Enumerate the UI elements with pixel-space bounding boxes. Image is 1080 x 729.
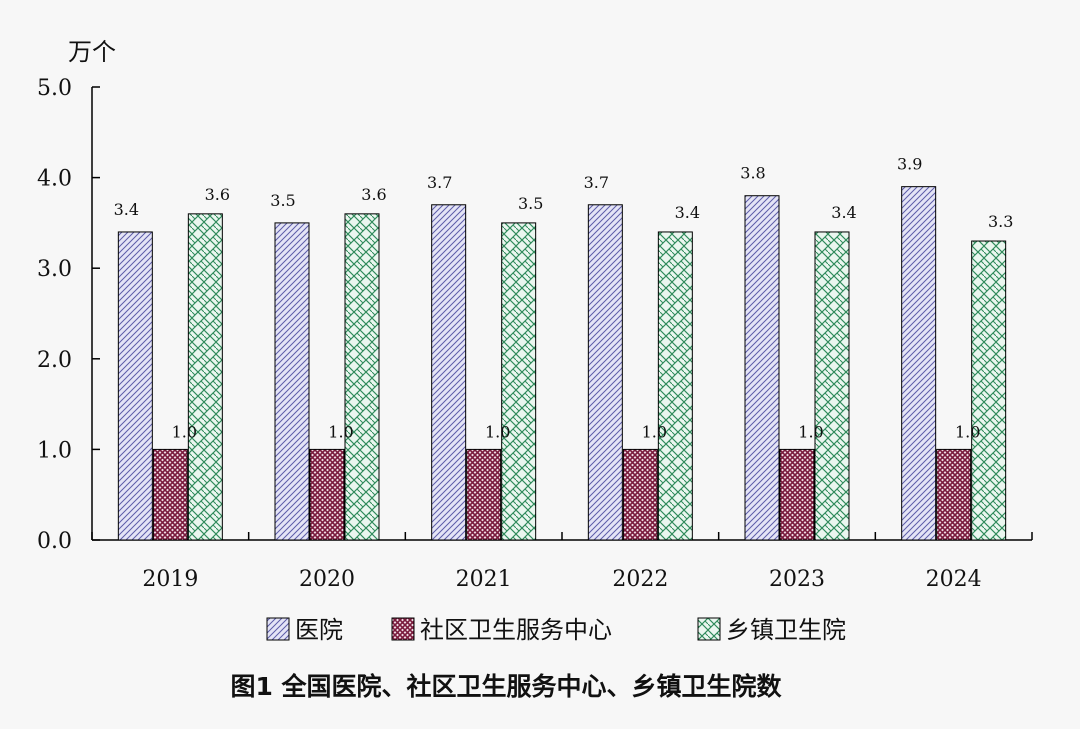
y-tick-label: 3.0: [37, 257, 72, 282]
bar-1: [587, 204, 623, 541]
y-tick-label: 2.0: [37, 348, 72, 373]
data-label: 1.0: [328, 422, 353, 441]
y-axis-unit-label: 万个: [68, 38, 116, 66]
bar-2: [779, 448, 815, 541]
bar-3: [814, 231, 850, 541]
legend-swatch: [266, 617, 290, 641]
bar-1: [744, 195, 780, 541]
legend: 医院 社区卫生服务中心 乡镇卫生院: [266, 616, 846, 644]
data-label: 3.6: [205, 185, 230, 204]
data-label: 1.0: [485, 422, 510, 441]
data-label: 3.4: [675, 203, 700, 222]
y-tick-label: 4.0: [37, 167, 72, 192]
legend-swatch: [391, 617, 415, 641]
legend-swatch: [697, 617, 721, 641]
x-tick-label: 2019: [142, 567, 198, 592]
data-label: 1.0: [955, 422, 980, 441]
x-tick-label: 2024: [926, 567, 982, 592]
y-tick-label: 0.0: [37, 529, 72, 554]
bar-2: [309, 448, 345, 541]
legend-label: 社区卫生服务中心: [420, 616, 612, 644]
data-label: 3.5: [518, 194, 543, 213]
data-label: 3.4: [114, 200, 139, 219]
y-tick-label: 5.0: [37, 76, 72, 101]
x-tick-label: 2020: [299, 567, 355, 592]
bar-2: [936, 448, 972, 541]
data-label: 1.0: [642, 422, 667, 441]
bar-3: [344, 213, 380, 541]
x-axis: 2019 2020 2021 2022 2023 2024: [91, 532, 1033, 592]
bar-1: [901, 186, 937, 541]
y-tick-label: 1.0: [37, 438, 72, 463]
bar-3: [187, 213, 223, 541]
bar-1: [117, 231, 153, 541]
bar-3: [971, 240, 1007, 541]
data-label: 3.6: [361, 185, 386, 204]
y-axis: 0.0 1.0 2.0 3.0 4.0 5.0: [37, 76, 100, 554]
bar-2: [622, 448, 658, 541]
chart-title: 图1 全国医院、社区卫生服务中心、乡镇卫生院数: [230, 672, 782, 701]
x-tick-label: 2022: [612, 567, 668, 592]
data-label: 3.4: [831, 203, 856, 222]
bar-series: [117, 186, 1007, 541]
data-label: 3.5: [270, 191, 295, 210]
x-tick-label: 2021: [456, 567, 512, 592]
data-label: 1.0: [172, 422, 197, 441]
data-labels: 3.4 3.5 3.7 3.7 3.8 3.9 1.0 1.0 1.0 1.0 1.0 1.0 3.6 3…: [114, 155, 1014, 442]
data-label: 3.8: [740, 164, 765, 183]
data-label: 3.3: [988, 212, 1013, 231]
bar-1: [274, 222, 310, 541]
data-label: 3.7: [427, 173, 452, 192]
legend-label: 乡镇卫生院: [726, 616, 846, 644]
data-label: 3.7: [584, 173, 609, 192]
bar-1: [431, 204, 467, 541]
bar-3: [657, 231, 693, 541]
bar-2: [466, 448, 502, 541]
bar-2: [152, 448, 188, 541]
bar-3: [501, 222, 537, 541]
legend-label: 医院: [295, 616, 343, 644]
data-label: 3.9: [897, 155, 922, 174]
x-tick-label: 2023: [769, 567, 825, 592]
data-label: 1.0: [798, 422, 823, 441]
